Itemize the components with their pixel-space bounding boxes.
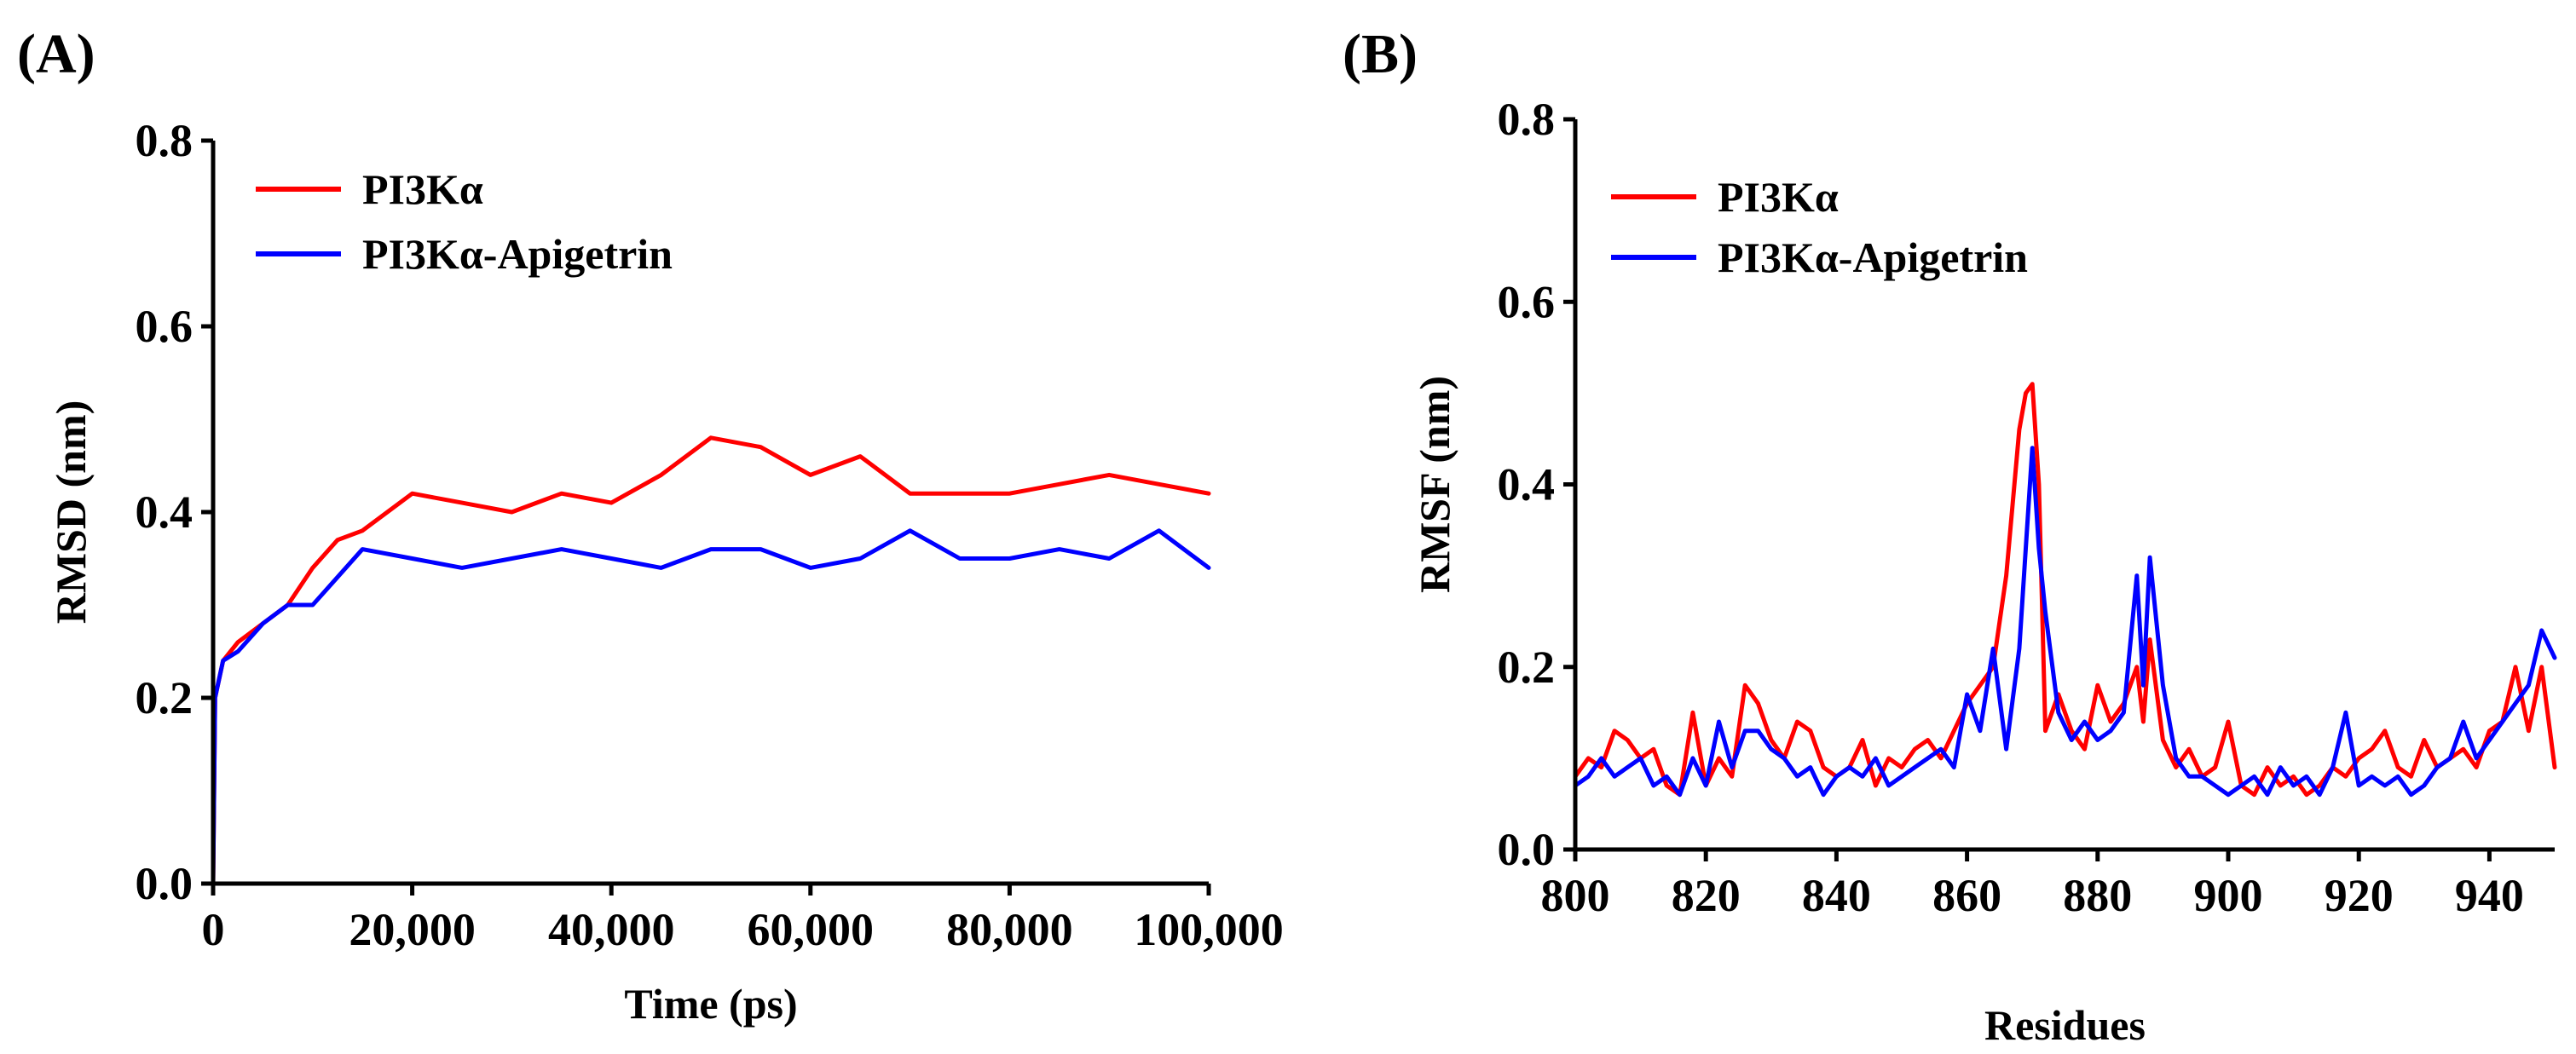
- series-line-pi3k: [211, 435, 1211, 886]
- y-tick-label: 0.0: [1498, 824, 1556, 875]
- x-tick-label: 920: [2325, 870, 2394, 921]
- y-tick-label: 0.0: [136, 858, 193, 909]
- y-tick-label: 0.6: [136, 301, 193, 352]
- x-tick-label: 80,000: [946, 904, 1073, 955]
- x-tick-label: 800: [1541, 870, 1610, 921]
- x-axis-title: Time (ps): [624, 980, 797, 1028]
- y-tick-label: 0.4: [136, 487, 193, 538]
- y-axis-title: RMSD (nm): [47, 400, 95, 624]
- y-tick-label: 0.2: [136, 672, 193, 723]
- legend-label: PI3Kα-Apigetrin: [1718, 233, 2028, 281]
- legend: PI3Kα PI3Kα-Apigetrin: [256, 165, 673, 278]
- panel-label-b: (B): [1343, 23, 1418, 85]
- rmsf-chart: 0.0 0.2 0.4 0.6 0.8 800 820 840 860 880 900 920 940 R…: [1411, 94, 2557, 1049]
- y-tick-label: 0.8: [1498, 94, 1556, 145]
- x-tick-label: 40,000: [548, 904, 675, 955]
- x-tick-label: 20,000: [349, 904, 476, 955]
- legend-label: PI3Kα: [1718, 173, 1839, 221]
- series-line-pi3k: [1573, 382, 2557, 798]
- legend-label: PI3Kα: [362, 165, 483, 213]
- panel-label-a: (A): [17, 23, 95, 85]
- rmsd-chart: 0.0 0.2 0.4 0.6 0.8 0 20,000 40,000 60,000 80,000…: [47, 115, 1284, 1028]
- x-axis-title: Residues: [1984, 1001, 2146, 1049]
- y-tick-label: 0.8: [136, 115, 193, 166]
- series-line-pi3k-apigetrin: [211, 528, 1211, 886]
- series-line-pi3k-apigetrin: [1573, 446, 2557, 798]
- y-tick-label: 0.2: [1498, 642, 1556, 693]
- x-tick-label: 900: [2194, 870, 2263, 921]
- y-tick-label: 0.4: [1498, 459, 1556, 510]
- x-tick-label: 100,000: [1134, 904, 1284, 955]
- x-tick-label: 0: [202, 904, 225, 955]
- x-tick-label: 940: [2455, 870, 2524, 921]
- y-axis-title: RMSF (nm): [1411, 376, 1458, 593]
- x-tick-label: 60,000: [748, 904, 875, 955]
- legend-label: PI3Kα-Apigetrin: [362, 230, 673, 278]
- x-tick-label: 860: [1932, 870, 2001, 921]
- x-tick-label: 880: [2063, 870, 2132, 921]
- x-tick-label: 820: [1672, 870, 1741, 921]
- x-tick-label: 840: [1802, 870, 1871, 921]
- legend: PI3Kα PI3Kα-Apigetrin: [1611, 173, 2028, 281]
- y-tick-label: 0.6: [1498, 276, 1556, 327]
